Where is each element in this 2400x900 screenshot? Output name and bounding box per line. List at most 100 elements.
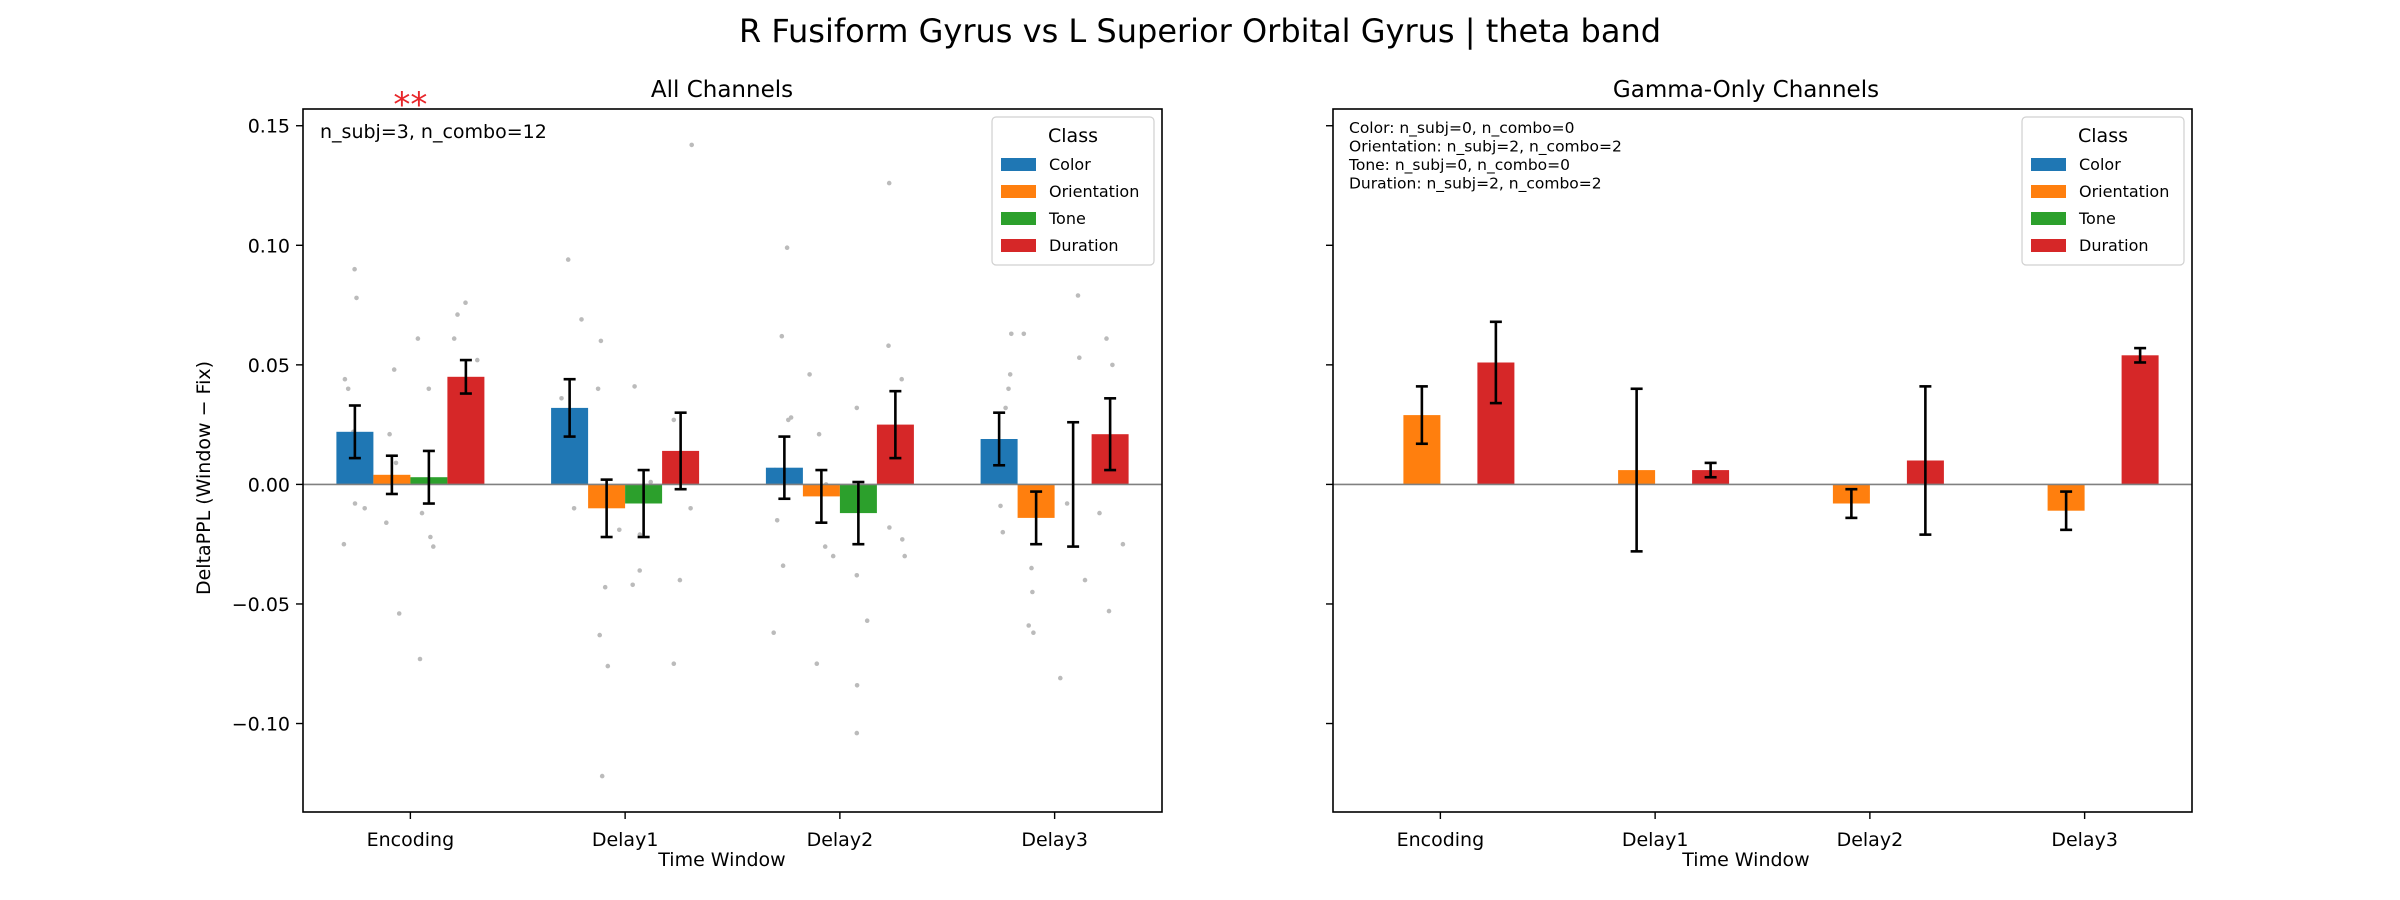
scatter-point	[998, 503, 1003, 509]
significance-marker: **	[393, 85, 427, 125]
scatter-point	[451, 336, 457, 341]
panel-title: All Channels	[651, 77, 793, 103]
scatter-point	[887, 525, 892, 530]
x-tick-label: Delay1	[1622, 829, 1689, 851]
scatter-point	[1007, 372, 1013, 377]
scatter-point	[688, 506, 693, 511]
scatter-point	[602, 584, 608, 590]
annotation-text: n_subj=3, n_combo=12	[320, 121, 547, 143]
axes-frame	[302, 108, 1163, 813]
scatter-point	[1021, 331, 1027, 337]
scatter-point	[384, 520, 389, 525]
x-axis-label: Time Window	[1681, 849, 1809, 871]
scatter-point	[671, 661, 677, 666]
scatter-point	[352, 266, 357, 272]
scatter-point	[786, 417, 791, 423]
scatter-point	[1077, 355, 1082, 361]
scatter-point	[886, 180, 892, 186]
x-tick-label: Delay2	[1837, 829, 1904, 851]
x-tick-label: Delay1	[592, 829, 659, 851]
legend: Class Color Orientation Tone Duration	[2021, 116, 2185, 266]
scatter-point	[899, 376, 904, 382]
scatter-point	[417, 656, 423, 662]
legend-swatch-tone	[1001, 212, 1036, 225]
scatter-point	[886, 343, 891, 349]
annotation-text: Duration: n_subj=2, n_combo=2	[1349, 175, 1602, 194]
scatter-point	[1026, 623, 1031, 628]
scatter-point	[597, 632, 602, 638]
legend-label: Duration	[1049, 236, 1119, 255]
scatter-point	[1097, 510, 1102, 516]
annotation-text: Tone: n_subj=0, n_combo=0	[1348, 156, 1570, 175]
scatter-point	[341, 541, 347, 547]
y-tick-label: 0.15	[248, 116, 290, 138]
scatter-point	[902, 553, 907, 559]
y-tick-label: −0.10	[232, 714, 290, 736]
scatter-point	[780, 563, 786, 568]
annotation-text: Color: n_subj=0, n_combo=0	[1349, 119, 1575, 138]
legend-label: Color	[2079, 155, 2121, 174]
legend-swatch-orientation	[1001, 185, 1036, 198]
scatter-point	[822, 544, 828, 549]
x-tick-label: Delay3	[1021, 829, 1088, 851]
panel-all-channels: All Channels Time Window DeltaPPL (Windo…	[193, 77, 1163, 871]
legend-swatch-duration	[1001, 239, 1036, 252]
scatter-point	[565, 257, 571, 262]
scatter-point	[455, 312, 460, 317]
scatter-point	[475, 357, 480, 363]
x-axis-label: Time Window	[657, 849, 785, 871]
scatter-point	[1120, 541, 1126, 547]
scatter-point	[671, 417, 677, 423]
scatter-point	[1029, 565, 1034, 571]
scatter-point	[1064, 501, 1070, 506]
scatter-point	[354, 295, 359, 301]
legend-swatch-tone	[2031, 212, 2066, 225]
scatter-point	[1104, 336, 1109, 341]
legend-label: Orientation	[1049, 182, 1139, 201]
scatter-point	[1075, 293, 1081, 298]
legend-label: Duration	[2079, 236, 2149, 255]
scatter-point	[419, 510, 425, 516]
scatter-point	[779, 333, 785, 339]
scatter-point	[352, 501, 358, 506]
scatter-point	[854, 405, 860, 411]
scatter-point	[689, 142, 694, 148]
legend-swatch-duration	[2031, 239, 2066, 252]
plot-area-all-channels: −0.10 −0.05 0.00 0.05 0.10 0.15 Encoding Delay1…	[232, 85, 1163, 851]
legend-swatch-color	[1001, 158, 1036, 171]
y-tick-label: −0.05	[232, 594, 290, 616]
panel-title: Gamma-Only Channels	[1613, 77, 1879, 103]
scatter-point	[854, 683, 860, 688]
scatter-point	[1058, 675, 1063, 681]
scatter-point	[807, 372, 812, 377]
legend-swatch-orientation	[2031, 185, 2066, 198]
x-tick-label: Encoding	[367, 829, 455, 851]
scatter-point	[1031, 630, 1036, 635]
scatter-point	[1000, 529, 1006, 535]
scatter-point	[630, 582, 635, 588]
panel-gamma-only: Gamma-Only Channels Time Window Encoding…	[1326, 77, 2193, 871]
scatter-point	[900, 537, 905, 542]
legend-label: Orientation	[2079, 182, 2169, 201]
scatter-point	[396, 611, 402, 616]
scatter-point	[1106, 608, 1112, 614]
scatter-point	[387, 431, 392, 437]
scatter-point	[816, 431, 822, 437]
scatter-point	[599, 773, 605, 779]
scatter-point	[1082, 577, 1088, 583]
scatter-point	[632, 384, 637, 389]
scatter-point	[784, 245, 790, 250]
scatter-point	[854, 730, 860, 736]
figure-suptitle: R Fusiform Gyrus vs L Superior Orbital G…	[739, 12, 1661, 50]
legend-label: Tone	[1048, 209, 1086, 228]
scatter-point	[637, 568, 642, 573]
scatter-point	[605, 663, 611, 669]
scatter-point	[571, 506, 577, 511]
scatter-point	[617, 527, 622, 533]
scatter-point	[1003, 405, 1008, 411]
scatter-point	[342, 376, 348, 382]
y-tick-label: 0.10	[248, 235, 290, 257]
scatter-point	[774, 518, 780, 523]
scatter-point	[463, 300, 468, 306]
